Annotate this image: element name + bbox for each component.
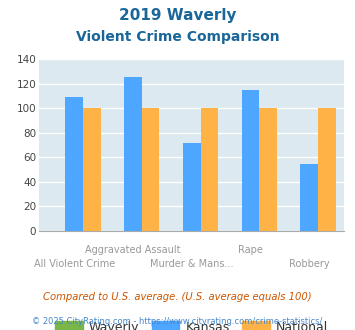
Text: All Violent Crime: All Violent Crime bbox=[34, 259, 115, 269]
Bar bbox=[83, 109, 101, 231]
Bar bbox=[124, 77, 142, 231]
Bar bbox=[300, 164, 318, 231]
Text: Compared to U.S. average. (U.S. average equals 100): Compared to U.S. average. (U.S. average … bbox=[43, 292, 312, 302]
Bar bbox=[201, 109, 218, 231]
Text: 2019 Waverly: 2019 Waverly bbox=[119, 8, 236, 23]
Bar bbox=[183, 143, 201, 231]
Bar bbox=[259, 109, 277, 231]
Text: Aggravated Assault: Aggravated Assault bbox=[85, 245, 181, 255]
Bar bbox=[242, 90, 259, 231]
Text: Rape: Rape bbox=[238, 245, 263, 255]
Text: Violent Crime Comparison: Violent Crime Comparison bbox=[76, 30, 279, 44]
Text: Murder & Mans...: Murder & Mans... bbox=[150, 259, 234, 269]
Text: © 2025 CityRating.com - https://www.cityrating.com/crime-statistics/: © 2025 CityRating.com - https://www.city… bbox=[32, 317, 323, 326]
Bar bbox=[142, 109, 159, 231]
Text: Robbery: Robbery bbox=[289, 259, 329, 269]
Legend: Waverly, Kansas, National: Waverly, Kansas, National bbox=[50, 316, 333, 330]
Bar bbox=[318, 109, 335, 231]
Bar bbox=[65, 97, 83, 231]
